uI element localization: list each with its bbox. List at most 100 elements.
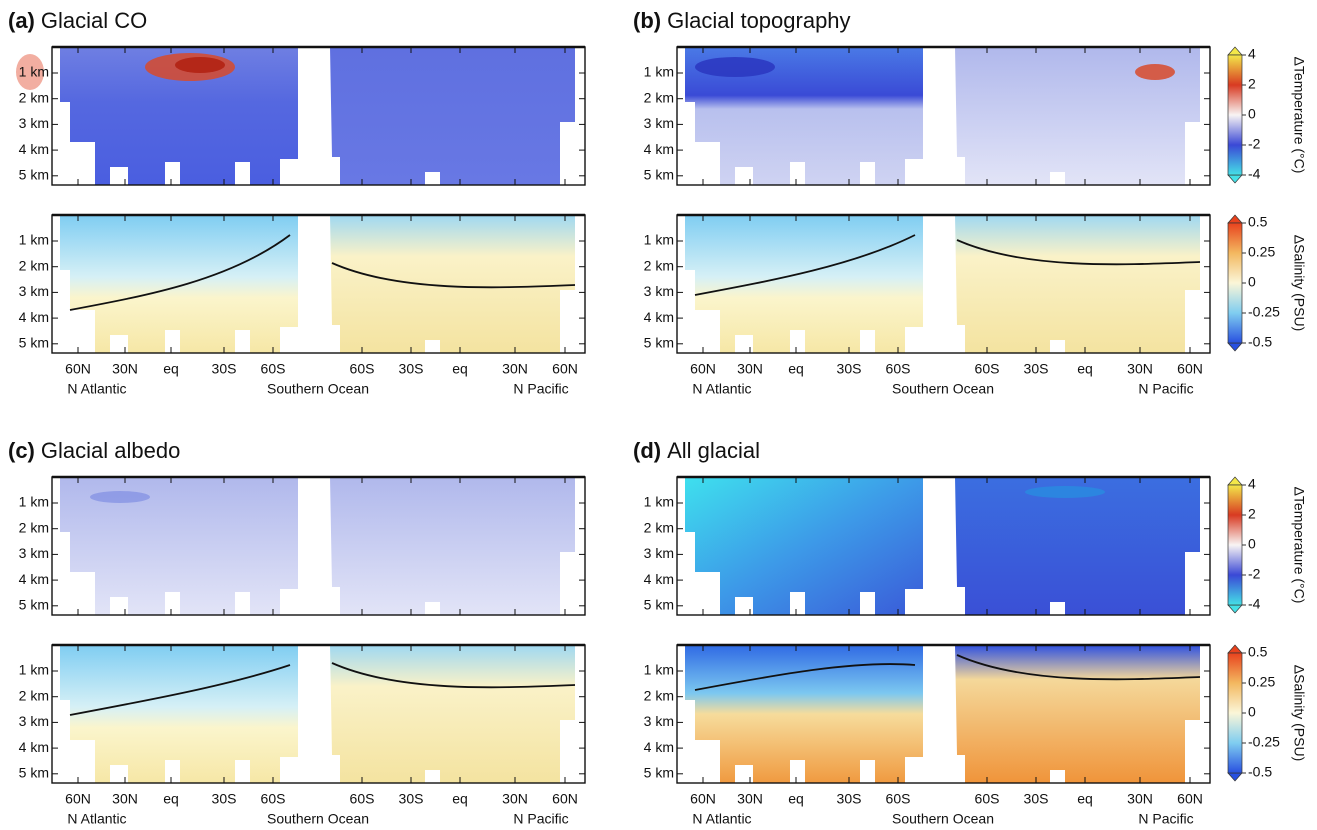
colorbar-tick-label: 2 [1248,76,1256,92]
contour-line [331,262,576,289]
colorbar-cap [1227,772,1243,782]
latitude-label: 30N [1127,361,1153,377]
colorbar-tick-label: 0 [1248,704,1256,720]
basin-fill [60,645,298,783]
basin-fill [685,215,923,353]
panel-title: (a) Glacial CO [8,8,147,33]
panel-title: (d) All glacial [633,438,760,463]
colorbar-cap [1227,644,1243,654]
basin-fill [685,47,923,185]
anomaly-region [1025,486,1105,498]
contour-line [694,234,916,296]
subplot: 1 km 2 km 3 km 4 km 5 km [644,643,1211,784]
basin-fill [330,645,575,783]
colorbar [1227,652,1243,774]
depth-label: 4 km [644,739,674,755]
region-label: N Pacific [1138,811,1193,827]
colorbar-tick-label: 4 [1248,46,1256,62]
depth-label: 4 km [19,739,49,755]
colorbar-label: ΔSalinity (PSU) [1291,665,1307,761]
basin-fill [955,477,1200,615]
latitude-label: 30N [112,361,138,377]
panel-label: (d) [633,438,661,463]
latitude-label: eq [452,791,468,807]
colorbar [1227,484,1243,606]
colorbar-tick-label: -0.25 [1248,304,1280,320]
latitude-label: 30S [837,361,862,377]
region-label: N Atlantic [692,381,751,397]
depth-label: 3 km [644,115,674,131]
colorbar [1227,222,1243,344]
panel-label: (b) [633,8,661,33]
basin-fill [60,47,298,185]
latitude-label: 60N [690,791,716,807]
basin-fill [685,477,923,615]
subplot: 1 km 2 km 3 km 4 km 5 km [16,45,586,186]
anomaly-region [90,491,150,503]
basin-fill [60,477,298,615]
subplot: 1 km 2 km 3 km 4 km 5 km [644,45,1211,186]
latitude-label: eq [163,791,179,807]
basin-fill [330,215,575,353]
contour-line [956,654,1201,681]
latitude-label: 30N [502,791,528,807]
depth-label: 5 km [644,335,674,351]
latitude-label: 30N [1127,791,1153,807]
depth-label: 1 km [644,662,674,678]
subplot: 1 km 2 km 3 km 4 km 5 km [19,643,586,784]
panel-name: Glacial albedo [41,438,180,463]
colorbar [1227,54,1243,176]
latitude-label: 60S [886,791,911,807]
colorbar-cap [1227,46,1243,56]
latitude-label: eq [788,791,804,807]
depth-label: 5 km [644,597,674,613]
depth-label: 1 km [19,494,49,510]
latitude-label: 30S [212,361,237,377]
colorbar-cap [1227,342,1243,352]
subplot: 1 km 2 km 3 km 4 km 5 km [644,475,1211,616]
basin-fill [955,47,1200,185]
colorbar-label: ΔSalinity (PSU) [1291,235,1307,331]
depth-label: 4 km [19,141,49,157]
depth-label: 1 km [19,662,49,678]
colorbar-tick-label: -0.5 [1248,764,1272,780]
anomaly-region [175,57,225,73]
contour-line [69,664,291,716]
region-label: N Pacific [513,811,568,827]
latitude-label: 60S [886,361,911,377]
depth-label: 5 km [19,335,49,351]
depth-label: 1 km [19,232,49,248]
region-label: Southern Ocean [267,381,369,397]
colorbar-cap [1227,604,1243,614]
latitude-label: 60S [261,361,286,377]
depth-label: 3 km [19,115,49,131]
depth-label: 4 km [644,571,674,587]
depth-label: 5 km [19,167,49,183]
colorbar-tick-label: 0 [1248,274,1256,290]
contour-line [694,663,916,691]
panel-title: (c) Glacial albedo [8,438,180,463]
latitude-label: eq [788,361,804,377]
colorbar-tick-label: 2 [1248,506,1256,522]
contour-line [956,239,1201,266]
latitude-label: 30S [399,361,424,377]
depth-label: 5 km [19,597,49,613]
latitude-label: eq [1077,361,1093,377]
subplot: 1 km 2 km 3 km 4 km 5 km [19,213,586,354]
latitude-label: 60S [975,361,1000,377]
region-label: Southern Ocean [267,811,369,827]
latitude-label: 30S [212,791,237,807]
colorbar-tick-label: 0.5 [1248,644,1268,660]
latitude-label: eq [1077,791,1093,807]
basin-fill [330,477,575,615]
latitude-label: 30N [737,361,763,377]
colorbar-label: ΔTemperature (°C) [1291,57,1307,174]
depth-label: 5 km [644,167,674,183]
depth-label: 3 km [19,283,49,299]
panel-name: Glacial topography [667,8,850,33]
subplot: 1 km 2 km 3 km 4 km 5 km [19,475,586,616]
subplot: 1 km 2 km 3 km 4 km 5 km [644,213,1211,354]
region-label: N Atlantic [67,811,126,827]
depth-label: 2 km [19,89,49,105]
depth-label: 3 km [19,713,49,729]
